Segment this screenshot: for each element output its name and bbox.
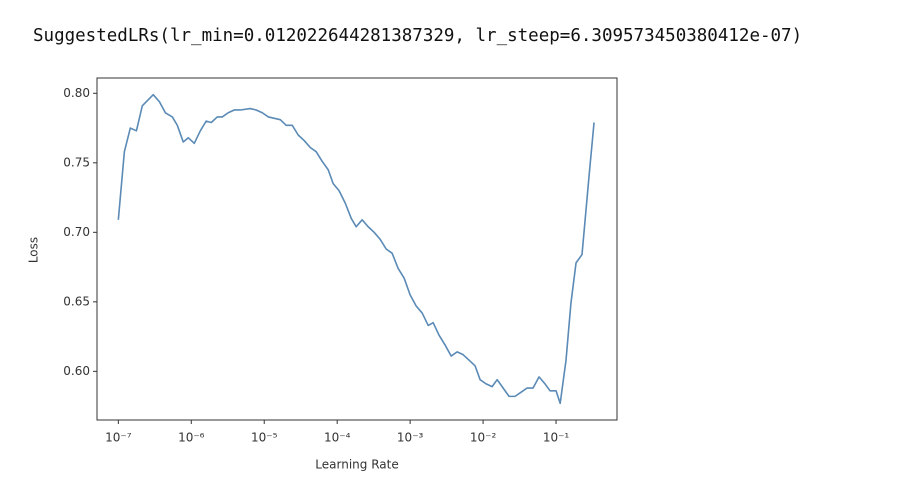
x-tick-label: 10⁻¹ (543, 431, 570, 445)
y-tick-label: 0.80 (63, 86, 90, 100)
y-tick-label: 0.75 (63, 155, 90, 169)
y-axis-label: Loss (27, 237, 41, 263)
x-tick-label: 10⁻³ (397, 431, 424, 445)
x-tick-label: 10⁻⁴ (324, 431, 351, 445)
loss-line (117, 93, 595, 405)
y-tick-label: 0.65 (63, 294, 90, 308)
x-tick-label: 10⁻⁷ (105, 431, 132, 445)
x-tick-label: 10⁻⁶ (178, 431, 205, 445)
y-tick-label: 0.60 (63, 364, 90, 378)
plot-frame (96, 77, 618, 421)
output-text: SuggestedLRs(lr_min=0.012022644281387329… (33, 26, 803, 46)
y-tick-label: 0.70 (63, 225, 90, 239)
x-axis-label: Learning Rate (315, 458, 398, 472)
x-tick-label: 10⁻⁵ (251, 431, 278, 445)
x-tick-label: 10⁻² (470, 431, 497, 445)
